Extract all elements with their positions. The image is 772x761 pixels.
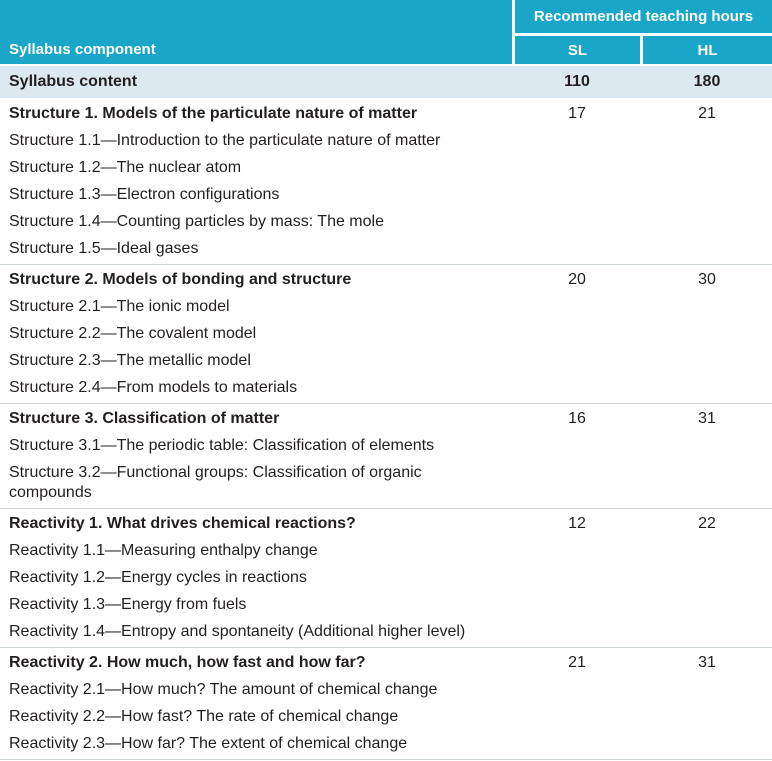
sl-hours: 12 <box>568 515 586 532</box>
section-item: Reactivity 1.3—Energy from fuels <box>9 596 247 613</box>
hl-hours: 31 <box>698 654 716 671</box>
sl-cell: 20 <box>512 270 642 398</box>
section-item: Structure 3.1—The periodic table: Classi… <box>9 437 435 454</box>
section-item: Structure 2.4—From models to materials <box>9 379 298 396</box>
section-item: Structure 1.5—Ideal gases <box>9 240 199 257</box>
section-title: Reactivity 2. How much, how fast and how… <box>9 654 366 671</box>
section-item: Structure 2.1—The ionic model <box>9 298 230 315</box>
section-item: Reactivity 1.2—Energy cycles in reaction… <box>9 569 307 586</box>
component-cell: Reactivity 2. How much, how fast and how… <box>0 653 512 754</box>
header-text: Recommended teaching hours <box>533 8 754 25</box>
section-row: Structure 1. Models of the particulate n… <box>0 99 772 265</box>
section-title: Structure 2. Models of bonding and struc… <box>9 271 352 288</box>
section-item: Reactivity 2.1—How much? The amount of c… <box>9 681 438 698</box>
section-item: Structure 1.2—The nuclear atom <box>9 159 242 176</box>
header-text: HL <box>697 41 718 59</box>
section-item: Structure 2.2—The covalent model <box>9 325 257 342</box>
total-sl: 110 <box>564 73 590 90</box>
section-item: Reactivity 2.3—How far? The extent of ch… <box>9 735 408 752</box>
hl-hours: 30 <box>698 271 716 288</box>
header-cell: HL <box>643 36 772 64</box>
section-title: Structure 3. Classification of matter <box>9 410 280 427</box>
header-cell: Syllabus component <box>0 0 512 64</box>
sl-hours: 16 <box>568 410 586 427</box>
section-item: Structure 1.3—Electron configurations <box>9 186 280 203</box>
component-cell: Reactivity 1. What drives chemical react… <box>0 514 512 642</box>
section-row: Reactivity 1. What drives chemical react… <box>0 509 772 648</box>
header-text: Syllabus component <box>9 41 156 58</box>
sl-cell: 17 <box>512 104 642 259</box>
sl-cell: 12 <box>512 514 642 642</box>
sl-hours: 20 <box>568 271 586 288</box>
hl-hours: 31 <box>698 410 716 427</box>
section-item: Reactivity 2.2—How fast? The rate of che… <box>9 708 399 725</box>
table-body: Syllabus content 110 180 Structure 1. Mo… <box>0 66 772 760</box>
section-title: Structure 1. Models of the particulate n… <box>9 105 418 122</box>
hl-cell: 21 <box>642 104 772 259</box>
section-item: Structure 1.1—Introduction to the partic… <box>9 132 441 149</box>
section-item: Reactivity 1.1—Measuring enthalpy change <box>9 542 318 559</box>
hl-cell: 30 <box>642 270 772 398</box>
sl-cell: 21 <box>512 653 642 754</box>
hl-cell: 31 <box>642 653 772 754</box>
sl-cell: 16 <box>512 409 642 503</box>
hl-cell: 22 <box>642 514 772 642</box>
hl-hours: 21 <box>698 105 716 122</box>
section-item: Structure 2.3—The metallic model <box>9 352 251 369</box>
section-item: Reactivity 1.4—Entropy and spontaneity (… <box>9 623 466 640</box>
section-row: Structure 3. Classification of matter Str… <box>0 404 772 509</box>
section-row: Reactivity 2. How much, how fast and how… <box>0 648 772 760</box>
section-item: Structure 3.2—Functional groups: Classif… <box>9 464 422 501</box>
total-hl: 180 <box>693 73 721 90</box>
total-row: Syllabus content 110 180 <box>0 66 772 99</box>
header-text: SL <box>567 41 588 59</box>
header-cell: SL <box>515 36 640 64</box>
section-item: Structure 1.4—Counting particles by mass… <box>9 213 384 230</box>
hl-cell: 31 <box>642 409 772 503</box>
sl-hours: 17 <box>568 105 586 122</box>
hl-hours: 22 <box>698 515 716 532</box>
sl-hours: 21 <box>568 654 586 671</box>
header-cell: Recommended teaching hours <box>515 0 772 33</box>
section-row: Structure 2. Models of bonding and struc… <box>0 265 772 404</box>
total-label: Syllabus content <box>9 73 138 90</box>
component-cell: Structure 1. Models of the particulate n… <box>0 104 512 259</box>
component-cell: Structure 2. Models of bonding and struc… <box>0 270 512 398</box>
section-title: Reactivity 1. What drives chemical react… <box>9 515 356 532</box>
component-cell: Structure 3. Classification of matter Str… <box>0 409 512 503</box>
